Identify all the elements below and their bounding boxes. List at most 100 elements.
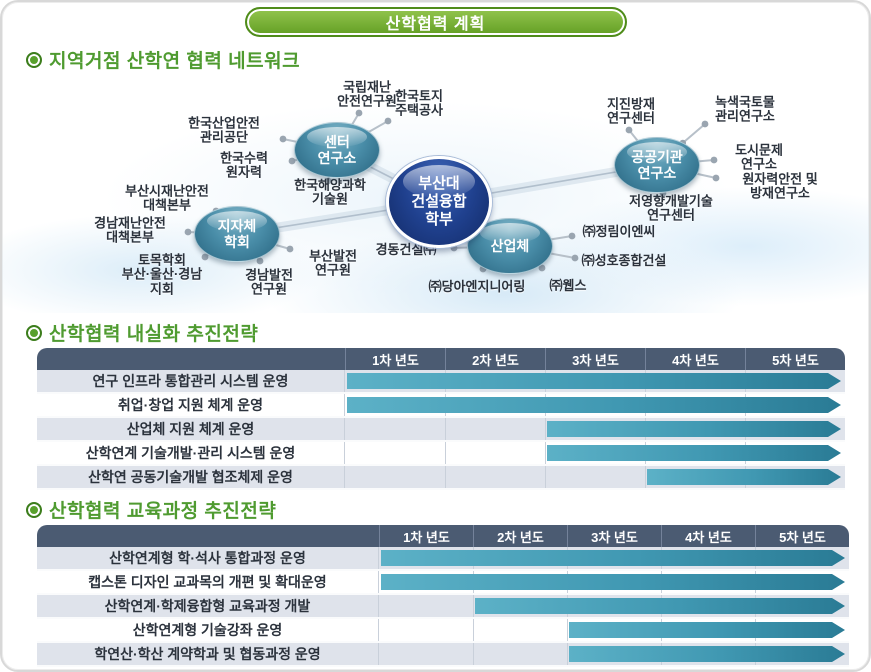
network-group-node: 지자체 학회 xyxy=(194,206,280,262)
spoke-dot-outer xyxy=(701,120,709,128)
gantt-year-header: 4차 년도 xyxy=(645,348,745,370)
gantt-row: 학연산·학산 계약학과 및 협동과정 운영 xyxy=(37,643,849,667)
spoke-dot-outer xyxy=(184,228,192,236)
gantt-year-header: 3차 년도 xyxy=(567,525,661,547)
gantt-header-row: 1차 년도 2차 년도 3차 년도 4차 년도 5차 년도 xyxy=(37,525,849,547)
network-label: ㈜웹스 xyxy=(549,277,587,293)
network-label: 녹색국토물 관리연구소 xyxy=(715,94,775,124)
gantt-row: 산학연계형 기술강좌 운영 xyxy=(37,619,849,643)
network-group-node: 산업체 xyxy=(467,218,553,274)
gantt-row-label: 취업·창업 지원 체계 운영 xyxy=(37,394,345,416)
gantt-grid-line xyxy=(545,466,546,488)
spoke-dot-outer xyxy=(568,232,576,240)
gantt-row-label: 산학연계 기술개발·관리 시스템 운영 xyxy=(37,442,345,464)
gantt-grid-line xyxy=(473,643,474,665)
spoke-dot-outer xyxy=(256,257,264,265)
gantt-bar xyxy=(475,598,845,614)
spoke-dot-outer xyxy=(571,254,579,262)
bullet-icon xyxy=(26,51,42,68)
title-banner: 산학협력 계획 xyxy=(244,7,627,37)
section-heading-strategy: 산학협력 내실화 추진전략 xyxy=(26,319,869,346)
network-label: 원자력안전 및 방재연구소 xyxy=(742,171,818,201)
network-label: 도시문제 연구소 xyxy=(735,142,783,172)
gantt-bar xyxy=(547,445,841,461)
bullet-icon xyxy=(26,501,42,518)
gantt-row-timeline xyxy=(345,418,845,440)
network-label: 경남재난안전 대책본부 xyxy=(94,215,166,245)
page-title: 산학협력 계획 xyxy=(385,16,486,33)
curriculum-gantt-table: 1차 년도 2차 년도 3차 년도 4차 년도 5차 년도 산학연계형 학·석사 통합과정… xyxy=(37,525,849,667)
network-label: 부산발전 연구원 xyxy=(309,248,357,278)
network-label: ㈜당아엔지니어링 xyxy=(428,278,526,294)
gantt-grid-line xyxy=(445,442,446,464)
network-label: 한국산업안전 관리공단 xyxy=(188,115,260,145)
cooperation-network-diagram: 국립재난 안전연구원 한국토지 주택공사 한국산업안전 관리공단 한국수력 원자력 한국… xyxy=(2,75,869,313)
gantt-year-header: 5차 년도 xyxy=(755,525,849,547)
spoke-dot-outer xyxy=(355,109,363,117)
spoke-dot-outer xyxy=(712,174,720,182)
gantt-row-label: 산학연계형 기술강좌 운영 xyxy=(37,619,379,641)
spoke-dot-outer xyxy=(279,135,287,143)
gantt-grid-line xyxy=(545,442,546,464)
gantt-grid-line xyxy=(545,418,546,440)
gantt-row-timeline xyxy=(379,619,849,641)
gantt-grid-line xyxy=(645,466,646,488)
strategy-gantt-table: 1차 년도 2차 년도 3차 년도 4차 년도 5차 년도 연구 인프라 통합관리 시스템… xyxy=(37,348,845,490)
gantt-row-label: 산학연계·학제융합형 교육과정 개발 xyxy=(37,595,379,617)
gantt-bar xyxy=(569,646,845,662)
gantt-row-timeline xyxy=(379,547,849,569)
gantt-bar xyxy=(647,469,841,485)
network-label: 저영향개발기술 연구센터 xyxy=(629,193,713,223)
gantt-row: 산학연계 기술개발·관리 시스템 운영 xyxy=(37,442,845,466)
network-label: 경동건설㈜ xyxy=(375,241,437,257)
gantt-row-timeline xyxy=(345,370,845,392)
section-heading-network-label: 지역거점 산학연 협력 네트워크 xyxy=(49,51,301,72)
gantt-row: 산업체 지원 체계 운영 xyxy=(37,418,845,442)
gantt-grid-line xyxy=(473,619,474,641)
gantt-year-header: 5차 년도 xyxy=(745,348,845,370)
spoke-dot-outer xyxy=(201,253,209,261)
gantt-row-timeline xyxy=(345,394,845,416)
network-label: 지진방재 연구센터 xyxy=(607,96,655,126)
gantt-row-label: 산학연계형 학·석사 통합과정 운영 xyxy=(37,547,379,569)
network-label: ㈜성호종합건설 xyxy=(581,252,667,268)
gantt-header-corner xyxy=(37,525,379,547)
gantt-grid-line xyxy=(567,643,568,665)
gantt-year-header: 3차 년도 xyxy=(545,348,645,370)
gantt-year-header: 1차 년도 xyxy=(379,525,473,547)
network-center-node: 부산대 건설융합 학부 xyxy=(386,156,492,248)
section-heading-curriculum: 산학협력 교육과정 추진전략 xyxy=(26,496,869,523)
spoke-dot-outer xyxy=(324,177,332,185)
gantt-row-label: 캡스톤 디자인 교과목의 개편 및 확대운영 xyxy=(37,571,379,593)
gantt-bar xyxy=(381,550,845,566)
spoke-dot-outer xyxy=(288,157,296,165)
gantt-row: 산학연계형 학·석사 통합과정 운영 xyxy=(37,547,849,571)
network-label: 토목학회 부산·울산·경남 지회 xyxy=(121,252,203,297)
gantt-row: 캡스톤 디자인 교과목의 개편 및 확대운영 xyxy=(37,571,849,595)
gantt-row: 취업·창업 지원 체계 운영 xyxy=(37,394,845,418)
gantt-bar xyxy=(569,622,845,638)
network-label: 부산시재난안전 대책본부 xyxy=(125,183,209,213)
spoke-dot-outer xyxy=(538,264,546,272)
gantt-year-header: 2차 년도 xyxy=(473,525,567,547)
gantt-header-row: 1차 년도 2차 년도 3차 년도 4차 년도 5차 년도 xyxy=(37,348,845,370)
section-heading-strategy-label: 산학협력 내실화 추진전략 xyxy=(49,324,259,345)
network-label: ㈜정림이엔씨 xyxy=(582,223,656,239)
spoke-dot-outer xyxy=(384,117,392,125)
gantt-bar xyxy=(347,397,841,413)
section-heading-curriculum-label: 산학협력 교육과정 추진전략 xyxy=(49,501,277,522)
gantt-row-label: 학연산·학산 계약학과 및 협동과정 운영 xyxy=(37,643,379,665)
gantt-grid-line xyxy=(473,595,474,617)
gantt-row-timeline xyxy=(345,466,845,488)
spoke-dot-outer xyxy=(710,156,718,164)
gantt-row-timeline xyxy=(379,571,849,593)
spoke-dot-outer xyxy=(625,126,633,134)
gantt-row-label: 연구 인프라 통합관리 시스템 운영 xyxy=(37,370,345,392)
gantt-row: 연구 인프라 통합관리 시스템 운영 xyxy=(37,370,845,394)
gantt-grid-line xyxy=(567,619,568,641)
gantt-year-header: 2차 년도 xyxy=(445,348,545,370)
network-group-node: 공공기관 연구소 xyxy=(614,137,700,193)
network-label: 한국토지 주택공사 xyxy=(395,88,443,118)
gantt-bar xyxy=(547,421,841,437)
